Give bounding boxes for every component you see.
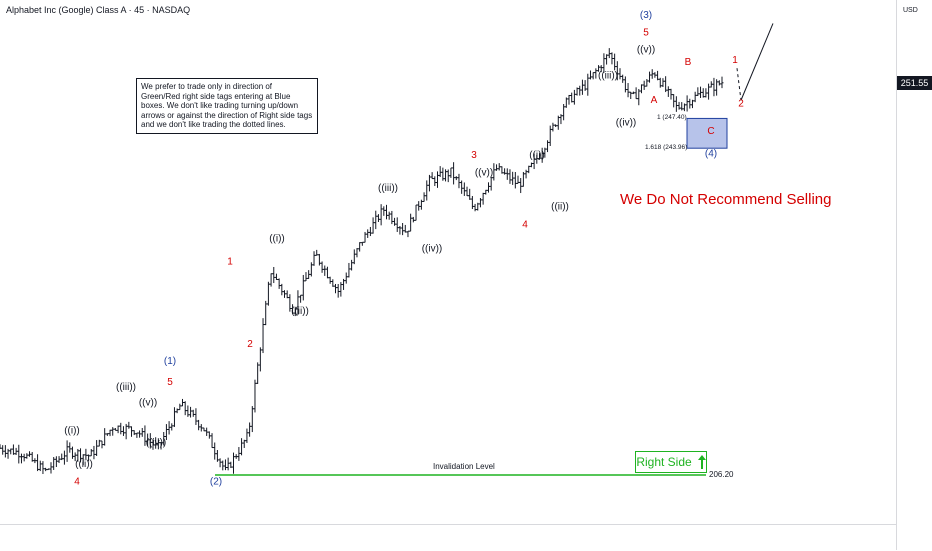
wave-label: (1): [164, 356, 176, 367]
projection-dotted-line: [736, 68, 742, 101]
wave-label: C: [707, 126, 714, 137]
wave-label: 3: [471, 150, 477, 161]
wave-label: 5: [643, 27, 649, 38]
wave-label: ((v)): [139, 398, 157, 409]
time-axis[interactable]: [0, 524, 896, 551]
wave-label: 5: [167, 377, 173, 388]
right-side-label: Right Side: [636, 455, 692, 469]
up-arrow-icon: [697, 455, 706, 469]
invalidation-value: 206.20: [709, 470, 734, 479]
wave-label: 4: [522, 219, 528, 230]
wave-label: (2): [210, 476, 222, 487]
wave-label: A: [651, 95, 658, 106]
wave-label: B: [685, 57, 692, 68]
wave-label: ((v)): [475, 168, 493, 179]
wave-label: ((ii)): [291, 306, 309, 317]
price-axis[interactable]: [896, 0, 932, 550]
wave-label: 1: [732, 55, 738, 66]
wave-label: ((iii)): [378, 183, 398, 194]
fib-100-label: 1 (247.40): [657, 114, 687, 121]
wave-label: ((iii)): [598, 71, 618, 82]
projection-line: [740, 23, 774, 101]
wave-label: 4: [74, 476, 80, 487]
wave-label: (4): [705, 149, 717, 160]
wave-label: ((iii)): [116, 382, 136, 393]
fib-1618-label: 1.618 (243.96): [645, 144, 688, 151]
wave-label: ((ii)): [75, 459, 93, 470]
wave-label: ((iv)): [422, 244, 443, 255]
right-side-tag: Right Side: [635, 451, 707, 473]
wave-label: ((ii)): [551, 201, 569, 212]
wave-label: (3): [640, 10, 652, 21]
wave-label: 2: [247, 339, 253, 350]
wave-label: 2: [738, 98, 744, 109]
wave-label: ((i)): [64, 425, 80, 436]
invalidation-label: Invalidation Level: [433, 462, 495, 471]
wave-label: ((iv)): [146, 438, 167, 449]
wave-label: ((i)): [269, 233, 285, 244]
trading-note-box: We prefer to trade only in direction of …: [136, 78, 318, 134]
currency-label: USD: [903, 7, 918, 14]
wave-label: ((v)): [637, 45, 655, 56]
wave-label: ((i)): [529, 150, 545, 161]
wave-label: ((iv)): [616, 117, 637, 128]
blue-box-zone: [686, 117, 728, 149]
recommendation-headline: We Do Not Recommend Selling: [620, 191, 832, 208]
wave-label: 1: [227, 257, 233, 268]
last-price-tag: 251.55: [897, 76, 932, 90]
chart-title: Alphabet Inc (Google) Class A · 45 · NAS…: [6, 5, 191, 15]
